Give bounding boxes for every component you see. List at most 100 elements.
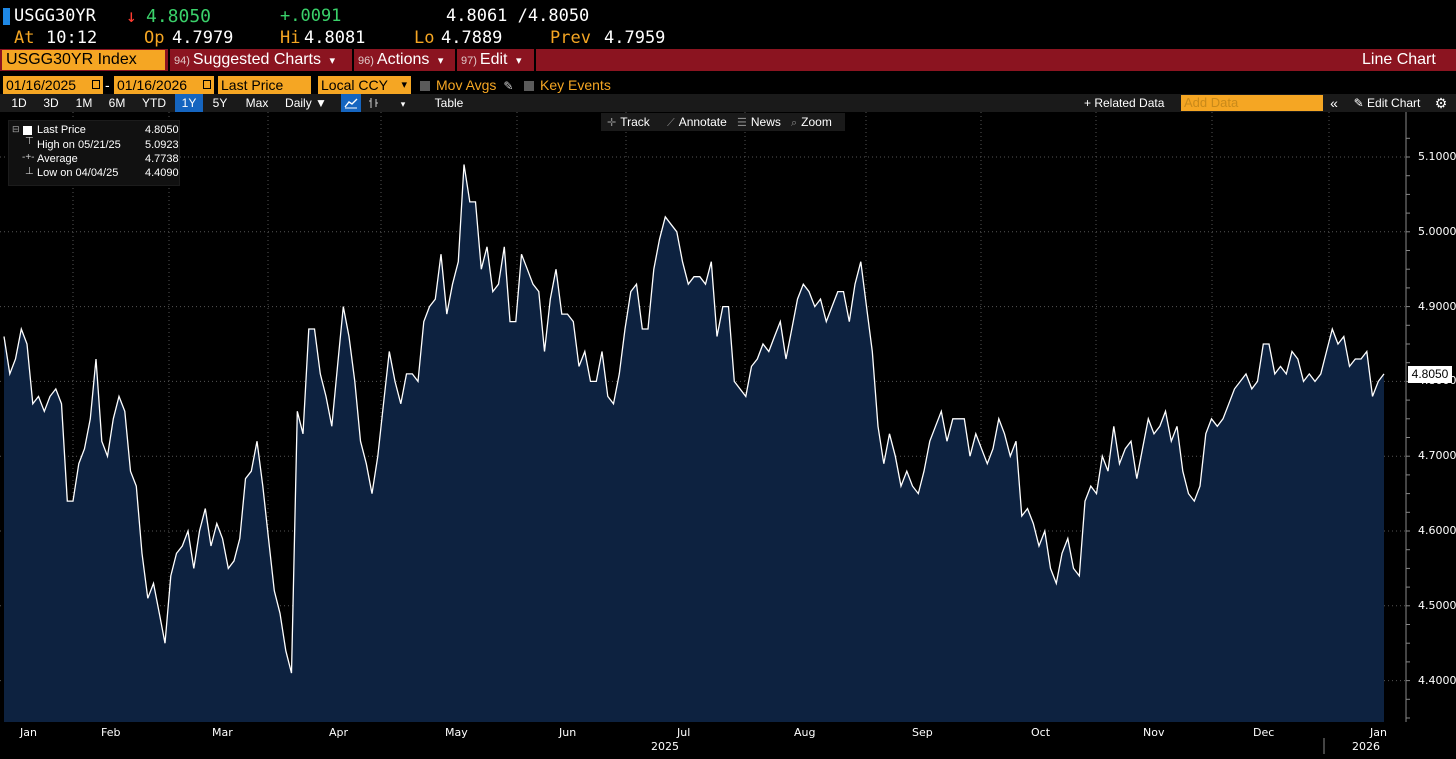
y-tick-label: 4.7000 xyxy=(1418,449,1456,463)
range-6m[interactable]: 6M xyxy=(108,96,126,110)
ticker-symbol: USGG30YR xyxy=(14,6,96,26)
start-date-input[interactable]: 01/16/2025 xyxy=(3,76,103,94)
track-tool[interactable]: ✛ Track xyxy=(607,113,650,131)
end-date-value: 01/16/2026 xyxy=(117,77,188,93)
range-1y[interactable]: 1Y xyxy=(175,94,203,112)
low-value: 4.7889 xyxy=(441,28,503,48)
command-bar: USGG30YR Index 94) Suggested Charts ▾ 96)… xyxy=(0,49,1456,71)
divider xyxy=(455,49,457,71)
security-field[interactable]: USGG30YR Index xyxy=(2,50,165,70)
collapse-legend-icon[interactable]: ⊟ xyxy=(12,124,20,134)
x-tick-label: Jun xyxy=(559,726,577,739)
y-tick-label: 4.5000 xyxy=(1418,598,1456,612)
pencil-icon: ✎ xyxy=(503,79,514,93)
annotate-label: Annotate xyxy=(678,115,727,129)
menu-number: 96) xyxy=(358,55,374,67)
high-value: 4.8081 xyxy=(304,28,366,48)
edit-chart-button[interactable]: ✎ Edit Chart xyxy=(1346,94,1428,112)
range-3d[interactable]: 3D xyxy=(43,96,59,110)
zoom-tool[interactable]: ⌕ Zoom xyxy=(791,113,832,131)
x-tick-label: Sep xyxy=(912,726,933,739)
range-5y[interactable]: 5Y xyxy=(212,96,228,110)
time-label: At xyxy=(14,28,35,48)
y-tick-label: 4.6000 xyxy=(1418,524,1456,537)
edit-menu[interactable]: 97) Edit ▾ xyxy=(461,49,521,71)
legend-high-value: 5.0923 xyxy=(145,139,179,151)
gear-icon[interactable]: ⚙ xyxy=(1434,95,1448,111)
table-button[interactable]: Table xyxy=(434,96,464,110)
open-label: Op xyxy=(144,28,165,48)
x-tick-label: Mar xyxy=(212,726,233,739)
menu-label: Suggested Charts xyxy=(192,51,321,68)
line-chart-toggle[interactable] xyxy=(341,94,361,112)
chart-type-label[interactable]: Line Chart xyxy=(1362,51,1436,68)
annotate-tool[interactable]: ⟋ Annotate xyxy=(667,113,727,131)
mov-avgs-toggle[interactable]: Mov Avgs ✎ xyxy=(420,76,513,94)
ticker-marker xyxy=(3,8,10,25)
collapse-icon[interactable]: « xyxy=(1330,95,1338,111)
range-ytd[interactable]: YTD xyxy=(142,96,166,110)
year-label: 2026 xyxy=(1352,740,1380,753)
suggested-charts-menu[interactable]: 94) Suggested Charts ▾ xyxy=(174,49,335,71)
chart-legend[interactable]: ⊟ Last Price 4.8050 ⊤ High on 05/21/25 5… xyxy=(8,120,180,186)
open-value: 4.7979 xyxy=(172,28,234,48)
field-selector[interactable]: Last Price xyxy=(218,76,311,94)
x-tick-label: May xyxy=(445,726,468,739)
checkbox-icon xyxy=(420,81,430,91)
period-selector[interactable]: Daily ▼ xyxy=(285,96,327,110)
x-tick-label: Nov xyxy=(1143,726,1165,739)
related-data-button[interactable]: + Related Data xyxy=(1084,96,1165,110)
news-icon: ☰ xyxy=(737,117,747,129)
chart-style-dropdown[interactable]: ▾ xyxy=(396,94,410,112)
high-marker-icon: ⊤ xyxy=(25,136,34,147)
calendar-icon xyxy=(203,80,211,89)
date-separator: - xyxy=(105,77,110,93)
legend-last-label: Last Price xyxy=(37,124,86,136)
end-date-input[interactable]: 01/16/2026 xyxy=(114,76,214,94)
price-line xyxy=(3,164,1385,674)
prev-value: 4.7959 xyxy=(604,28,666,48)
actions-menu[interactable]: 96) Actions ▾ xyxy=(358,49,443,71)
range-max[interactable]: Max xyxy=(245,96,269,110)
caret-down-icon: ▾ xyxy=(401,79,407,91)
price-chart[interactable] xyxy=(0,112,1456,759)
range-1m[interactable]: 1M xyxy=(75,96,93,110)
caret-down-icon: ▾ xyxy=(437,55,444,67)
zoom-label: Zoom xyxy=(801,115,832,129)
chart-tools: ✛ Track ⟋ Annotate ☰ News ⌕ Zoom xyxy=(601,113,845,131)
news-tool[interactable]: ☰ News xyxy=(737,113,781,131)
high-label: Hi xyxy=(280,28,301,48)
x-tick-label: Apr xyxy=(329,726,349,739)
bid-ask: 4.8061 /4.8050 xyxy=(446,6,590,26)
average-marker-icon: -+- xyxy=(22,152,35,163)
currency-selector[interactable]: Local CCY ▾ xyxy=(318,76,411,94)
pencil-icon: ✎ xyxy=(1353,96,1364,110)
key-events-label: Key Events xyxy=(540,77,611,93)
legend-last-value: 4.8050 xyxy=(145,124,179,136)
legend-low-label: Low on 04/04/25 xyxy=(37,167,119,179)
range-1d[interactable]: 1D xyxy=(11,96,27,110)
add-data-input[interactable]: Add Data xyxy=(1181,95,1323,111)
divider xyxy=(352,49,354,71)
prev-label: Prev xyxy=(550,28,591,48)
ohlc-icon xyxy=(369,98,378,108)
range-toolbar: 1D 3D 1M 6M YTD 1Y 5Y Max Daily ▼ ▾ Table + Rel… xyxy=(0,94,1456,112)
low-label: Lo xyxy=(414,28,435,48)
checkbox-icon xyxy=(524,81,534,91)
axes xyxy=(1323,112,1410,754)
legend-average-label: Average xyxy=(37,153,78,165)
menu-number: 94) xyxy=(174,55,190,67)
key-events-toggle[interactable]: Key Events xyxy=(524,76,611,94)
menu-label: Edit xyxy=(479,51,508,68)
time-value: 10:12 xyxy=(46,28,98,48)
down-arrow-icon: ↓ xyxy=(126,6,137,27)
bar-chart-toggle[interactable] xyxy=(364,94,384,112)
x-tick-label: Oct xyxy=(1031,726,1051,739)
x-tick-label: Jan xyxy=(20,726,37,739)
low-marker-icon: ⊥ xyxy=(25,166,34,177)
caret-down-icon: ▾ xyxy=(400,99,406,109)
legend-high-label: High on 05/21/25 xyxy=(37,139,121,151)
track-label: Track xyxy=(620,115,650,129)
edit-chart-label: Edit Chart xyxy=(1367,96,1421,110)
x-tick-label: Jan xyxy=(1370,726,1387,739)
